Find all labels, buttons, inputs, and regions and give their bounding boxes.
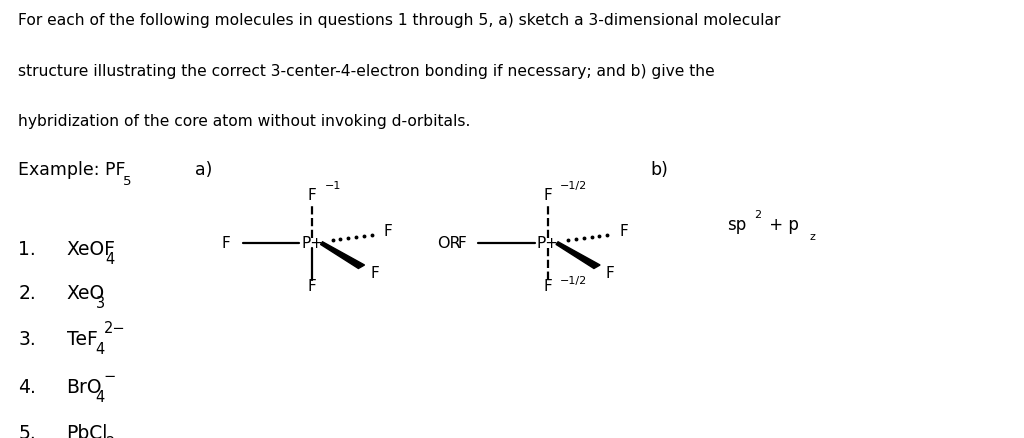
Text: PbCl: PbCl xyxy=(67,424,108,438)
Text: F: F xyxy=(222,236,230,251)
Text: F: F xyxy=(544,188,552,203)
Text: P+: P+ xyxy=(537,236,559,251)
Text: F: F xyxy=(544,279,552,293)
Text: 3: 3 xyxy=(96,296,104,311)
Text: For each of the following molecules in questions 1 through 5, a) sketch a 3-dime: For each of the following molecules in q… xyxy=(18,13,781,28)
Text: 2: 2 xyxy=(105,436,115,438)
Text: 4.: 4. xyxy=(18,378,36,397)
Text: OR: OR xyxy=(436,236,461,251)
Text: −1/2: −1/2 xyxy=(560,181,588,191)
Text: P+: P+ xyxy=(301,236,324,251)
Text: + p: + p xyxy=(764,216,799,234)
Text: 5: 5 xyxy=(123,175,131,188)
Text: F: F xyxy=(371,266,379,281)
Text: 4: 4 xyxy=(96,342,105,357)
Text: −1/2: −1/2 xyxy=(560,276,588,286)
Text: b): b) xyxy=(650,161,668,179)
Text: F: F xyxy=(606,266,614,281)
Text: F: F xyxy=(308,188,316,203)
Text: z: z xyxy=(810,232,816,242)
Text: F: F xyxy=(308,279,316,293)
Polygon shape xyxy=(556,242,600,268)
Text: XeO: XeO xyxy=(67,284,104,303)
Text: XeOF: XeOF xyxy=(67,240,116,259)
Text: 2.: 2. xyxy=(18,284,36,303)
Text: −: − xyxy=(103,369,116,384)
Text: 1.: 1. xyxy=(18,240,36,259)
Text: BrO: BrO xyxy=(67,378,102,397)
Text: structure illustrating the correct 3-center-4-electron bonding if necessary; and: structure illustrating the correct 3-cen… xyxy=(18,64,715,78)
Text: 2−: 2− xyxy=(103,321,125,336)
Text: 4: 4 xyxy=(96,390,105,405)
Text: 4: 4 xyxy=(105,252,115,267)
Text: hybridization of the core atom without invoking d-orbitals.: hybridization of the core atom without i… xyxy=(18,114,471,129)
Text: −1: −1 xyxy=(325,181,341,191)
Text: F: F xyxy=(458,236,466,251)
Text: 5.: 5. xyxy=(18,424,36,438)
Text: sp: sp xyxy=(727,216,746,234)
Text: 2: 2 xyxy=(754,210,761,220)
Text: F: F xyxy=(620,224,628,239)
Text: 3.: 3. xyxy=(18,330,36,349)
Text: TeF: TeF xyxy=(67,330,97,349)
Text: F: F xyxy=(384,224,392,239)
Text: Example: PF: Example: PF xyxy=(18,161,126,179)
Polygon shape xyxy=(321,242,365,268)
Text: a): a) xyxy=(195,161,212,179)
